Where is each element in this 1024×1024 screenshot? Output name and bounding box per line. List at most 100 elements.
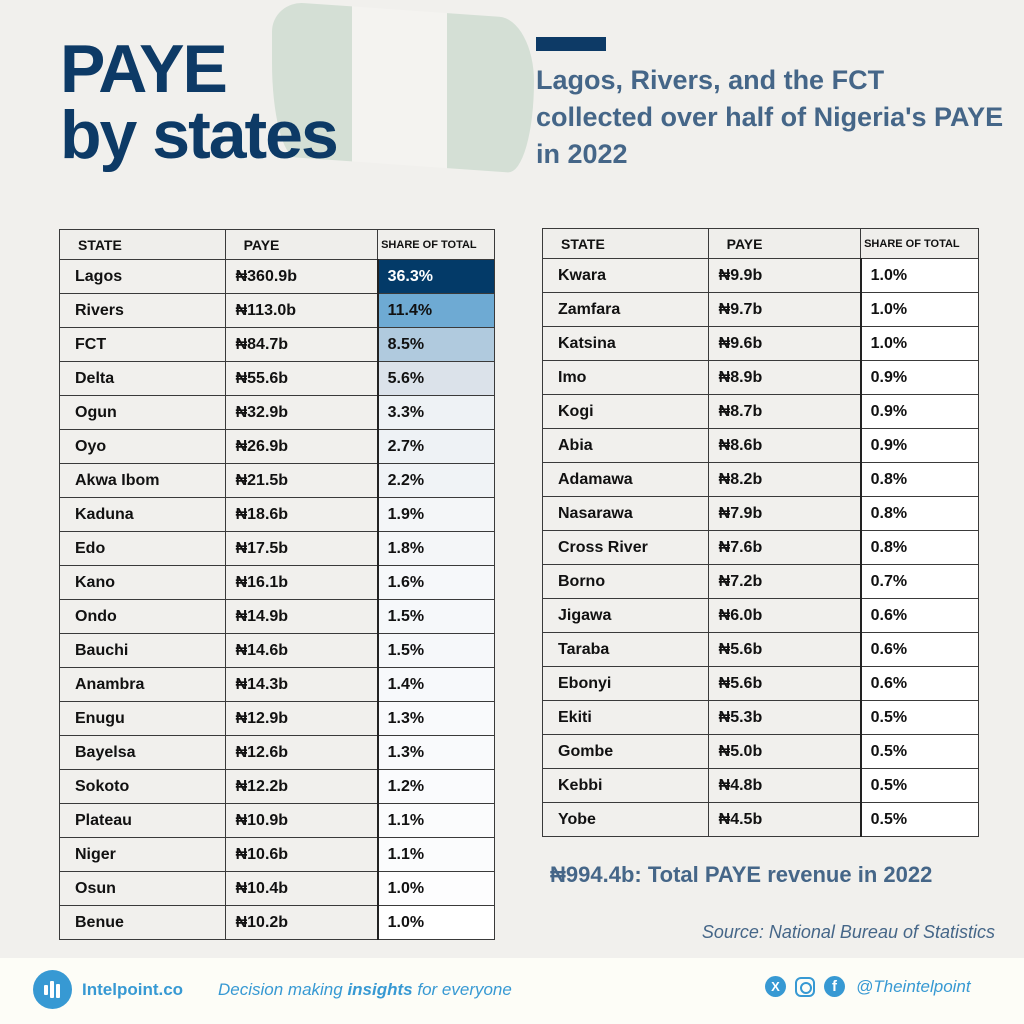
state-cell: Benue (59, 905, 226, 940)
table-row: Delta ₦55.6b 5.6% (59, 361, 495, 396)
state-cell: Ondo (59, 599, 226, 634)
paye-cell: ₦10.9b (224, 803, 379, 838)
table-row: Abia ₦8.6b 0.9% (542, 428, 979, 463)
table-row: Kaduna ₦18.6b 1.9% (59, 497, 495, 532)
paye-cell: ₦32.9b (224, 395, 379, 430)
state-cell: Bayelsa (59, 735, 226, 770)
table-row: Ondo ₦14.9b 1.5% (59, 599, 495, 634)
paye-cell: ₦10.2b (224, 905, 379, 940)
table-row: Sokoto ₦12.2b 1.2% (59, 769, 495, 804)
table-row: Plateau ₦10.9b 1.1% (59, 803, 495, 838)
col-header-state: STATE (542, 228, 709, 259)
table-row: Enugu ₦12.9b 1.3% (59, 701, 495, 736)
facebook-icon[interactable]: f (824, 976, 845, 997)
col-header-paye: PAYE (224, 229, 379, 260)
share-cell: 2.2% (376, 463, 495, 498)
paye-cell: ₦7.9b (707, 496, 862, 531)
state-cell: Borno (542, 564, 709, 599)
share-cell: 0.9% (859, 394, 979, 429)
table-row: Cross River ₦7.6b 0.8% (542, 530, 979, 565)
paye-cell: ₦8.6b (707, 428, 862, 463)
share-cell: 1.6% (376, 565, 495, 600)
table-row: Oyo ₦26.9b 2.7% (59, 429, 495, 464)
share-cell: 36.3% (376, 259, 495, 294)
source-note: Source: National Bureau of Statistics (701, 922, 995, 942)
paye-cell: ₦4.5b (707, 802, 862, 837)
state-cell: Nasarawa (542, 496, 709, 531)
paye-cell: ₦12.6b (224, 735, 379, 770)
share-cell: 0.6% (859, 598, 979, 633)
share-cell: 0.5% (859, 734, 979, 769)
table-row: FCT ₦84.7b 8.5% (59, 327, 495, 362)
col-header-paye: PAYE (707, 228, 862, 259)
share-cell: 1.3% (376, 735, 495, 770)
state-cell: Cross River (542, 530, 709, 565)
state-cell: Abia (542, 428, 709, 463)
share-cell: 0.9% (859, 360, 979, 395)
share-cell: 11.4% (376, 293, 495, 328)
table-row: Yobe ₦4.5b 0.5% (542, 802, 979, 837)
table-row: Katsina ₦9.6b 1.0% (542, 326, 979, 361)
paye-cell: ₦5.6b (707, 666, 862, 701)
state-cell: Kaduna (59, 497, 226, 532)
share-cell: 1.5% (376, 633, 495, 668)
state-cell: Ebonyi (542, 666, 709, 701)
table-row: Kebbi ₦4.8b 0.5% (542, 768, 979, 803)
state-cell: Enugu (59, 701, 226, 736)
state-cell: Ekiti (542, 700, 709, 735)
state-cell: FCT (59, 327, 226, 362)
social-handle[interactable]: @Theintelpoint (856, 976, 971, 996)
share-cell: 1.0% (376, 905, 495, 940)
share-cell: 0.9% (859, 428, 979, 463)
share-cell: 0.7% (859, 564, 979, 599)
share-cell: 1.8% (376, 531, 495, 566)
table-row: Anambra ₦14.3b 1.4% (59, 667, 495, 702)
share-cell: 1.5% (376, 599, 495, 634)
paye-cell: ₦12.9b (224, 701, 379, 736)
paye-cell: ₦8.9b (707, 360, 862, 395)
tagline-post: for everyone (412, 980, 512, 999)
table-row: Edo ₦17.5b 1.8% (59, 531, 495, 566)
state-cell: Sokoto (59, 769, 226, 804)
state-cell: Gombe (542, 734, 709, 769)
state-cell: Plateau (59, 803, 226, 838)
title-line-1: PAYE (60, 31, 228, 107)
intelpoint-logo-icon (33, 970, 72, 1009)
paye-cell: ₦16.1b (224, 565, 379, 600)
state-cell: Anambra (59, 667, 226, 702)
share-cell: 0.5% (859, 768, 979, 803)
table-row: Taraba ₦5.6b 0.6% (542, 632, 979, 667)
table-row: Adamawa ₦8.2b 0.8% (542, 462, 979, 497)
x-twitter-icon[interactable]: X (765, 976, 786, 997)
brand-name[interactable]: Intelpoint.co (82, 980, 184, 999)
paye-table-left: STATE PAYE SHARE OF TOTAL Lagos ₦360.9b 36… (59, 229, 495, 940)
share-cell: 0.5% (859, 802, 979, 837)
table-header-row: STATE PAYE SHARE OF TOTAL (542, 228, 979, 259)
share-cell: 1.4% (376, 667, 495, 702)
accent-bar (536, 37, 606, 51)
share-cell: 0.8% (859, 462, 979, 497)
state-cell: Oyo (59, 429, 226, 464)
table-row: Bauchi ₦14.6b 1.5% (59, 633, 495, 668)
title-line-2: by states (60, 97, 339, 173)
state-cell: Edo (59, 531, 226, 566)
paye-cell: ₦5.3b (707, 700, 862, 735)
instagram-icon[interactable] (795, 976, 815, 997)
share-cell: 1.0% (376, 871, 495, 906)
flag-white-center (352, 6, 447, 169)
state-cell: Kano (59, 565, 226, 600)
share-cell: 0.5% (859, 700, 979, 735)
table-row: Ekiti ₦5.3b 0.5% (542, 700, 979, 735)
share-cell: 1.0% (859, 326, 979, 361)
paye-cell: ₦5.6b (707, 632, 862, 667)
tagline-bold: insights (347, 980, 413, 999)
share-cell: 2.7% (376, 429, 495, 464)
state-cell: Osun (59, 871, 226, 906)
state-cell: Yobe (542, 802, 709, 837)
paye-cell: ₦7.2b (707, 564, 862, 599)
table-row: Benue ₦10.2b 1.0% (59, 905, 495, 940)
state-cell: Adamawa (542, 462, 709, 497)
state-cell: Katsina (542, 326, 709, 361)
share-cell: 1.0% (859, 258, 979, 293)
share-cell: 1.1% (376, 803, 495, 838)
